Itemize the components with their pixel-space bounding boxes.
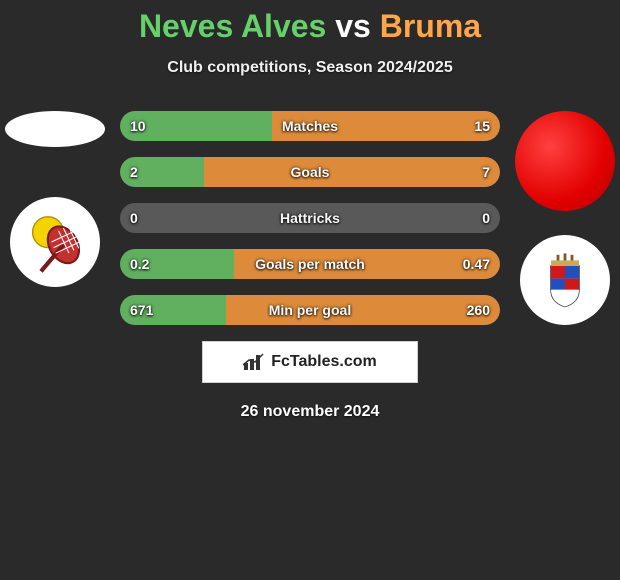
title-vs: vs <box>335 8 371 44</box>
date-label: 26 november 2024 <box>0 403 620 421</box>
braga-crest-icon <box>530 245 600 315</box>
stat-bar: 0.20.47Goals per match <box>120 249 500 279</box>
watermark-text: FcTables.com <box>271 353 377 371</box>
watermark: FcTables.com <box>202 341 418 383</box>
player1-column <box>0 111 110 287</box>
stat-label: Goals <box>120 157 500 187</box>
comparison-bars: 1015Matches 27Goals 00Hattricks 0.20.47Goal… <box>120 111 500 325</box>
stat-bar: 671260Min per goal <box>120 295 500 325</box>
stat-label: Goals per match <box>120 249 500 279</box>
page-title: Neves Alves vs Bruma <box>0 0 620 45</box>
title-player2: Bruma <box>380 8 481 44</box>
subtitle: Club competitions, Season 2024/2025 <box>0 59 620 77</box>
bar-chart-icon <box>243 353 265 371</box>
player1-photo <box>5 111 105 147</box>
stat-label: Hattricks <box>120 203 500 233</box>
stat-bar: 00Hattricks <box>120 203 500 233</box>
player1-club-logo <box>10 197 100 287</box>
infographic-container: Neves Alves vs Bruma Club competitions, … <box>0 0 620 580</box>
stat-bar: 1015Matches <box>120 111 500 141</box>
stat-bar: 27Goals <box>120 157 500 187</box>
player2-photo <box>515 111 615 211</box>
title-player1: Neves Alves <box>139 8 326 44</box>
comparison-block: 1015Matches 27Goals 00Hattricks 0.20.47Goal… <box>0 111 620 325</box>
player2-club-logo <box>520 235 610 325</box>
stat-label: Min per goal <box>120 295 500 325</box>
stat-label: Matches <box>120 111 500 141</box>
player2-column <box>510 111 620 325</box>
tennis-club-icon <box>20 207 90 277</box>
